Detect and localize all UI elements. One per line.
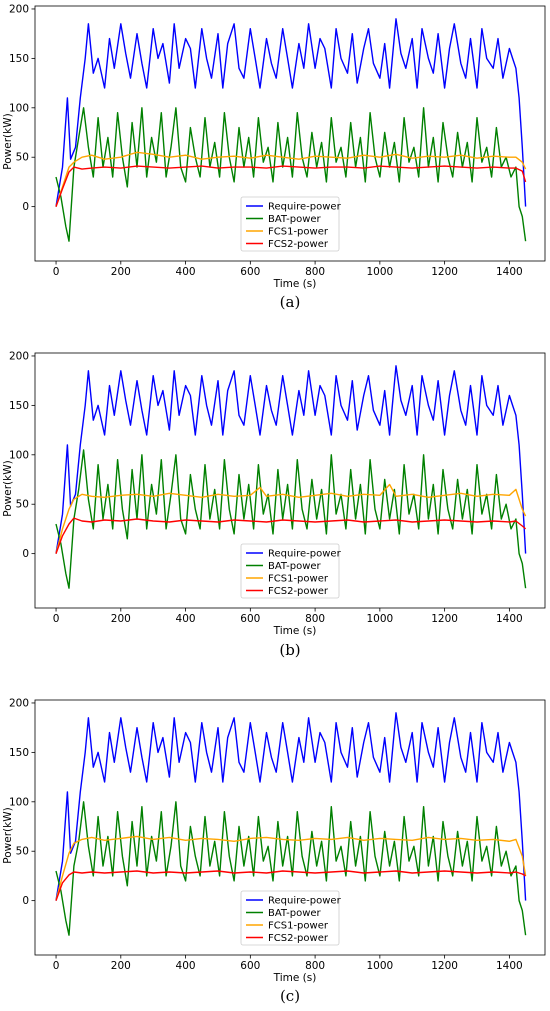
plot-frame	[34, 352, 546, 609]
series-line-fcs2-power	[55, 870, 526, 901]
x-tick-label: 1200	[431, 613, 458, 625]
y-tick-label: 100	[9, 449, 29, 461]
plot-frame	[34, 699, 546, 956]
x-tick-label: 200	[111, 960, 131, 972]
legend-entry: FCS1-power	[268, 574, 329, 585]
plot-frame	[34, 5, 546, 262]
y-axis-label: Power(kW)	[2, 113, 14, 169]
legend-box	[240, 890, 340, 946]
y-tick-label: 200	[9, 3, 29, 15]
y-tick-label: 200	[9, 350, 29, 362]
legend-box	[240, 543, 340, 599]
legend-entry: FCS1-power	[268, 227, 329, 238]
x-tick-label: 1200	[431, 960, 458, 972]
chart-panel: 0 200 400 600 800 1000 1200 1400 0 50 100 150 200 Tim…	[2, 3, 546, 311]
legend-entry: FCS2-power	[268, 239, 329, 250]
y-tick-label: 0	[22, 548, 29, 560]
y-tick-label: 50	[16, 152, 29, 164]
y-tick-label: 200	[9, 697, 29, 709]
series-line-fcs1-power	[55, 483, 527, 554]
legend-entry: Require-power	[268, 549, 342, 560]
y-tick-label: 150	[9, 747, 29, 759]
series-line-bat-power	[55, 449, 527, 589]
x-tick-label: 800	[305, 613, 325, 625]
x-tick-label: 400	[176, 613, 196, 625]
x-tick-label: 800	[305, 960, 325, 972]
series-line-fcs1-power	[55, 835, 527, 901]
series-line-fcs2-power	[55, 165, 527, 207]
series-line-fcs2-power	[55, 517, 527, 554]
x-tick-label: 1000	[366, 960, 393, 972]
x-tick-label: 1200	[431, 266, 458, 278]
legend-entry: Require-power	[268, 896, 342, 907]
panel-caption: (a)	[280, 293, 301, 311]
y-axis-label: Power(kW)	[2, 807, 14, 863]
x-axis-label: Time (s)	[273, 972, 317, 984]
x-tick-label: 1000	[366, 266, 393, 278]
x-tick-label: 600	[240, 266, 260, 278]
y-tick-label: 150	[9, 53, 29, 65]
x-tick-label: 0	[53, 960, 60, 972]
series-line-require-power	[55, 365, 527, 554]
x-tick-label: 200	[111, 613, 131, 625]
chart-panel: 0 200 400 600 800 1000 1200 1400 0 50 100 150 200 Tim…	[2, 697, 546, 1005]
x-tick-label: 200	[111, 266, 131, 278]
x-tick-label: 800	[305, 266, 325, 278]
y-tick-label: 50	[16, 499, 29, 511]
x-tick-label: 1000	[366, 613, 393, 625]
legend-entry: BAT-power	[268, 908, 322, 919]
y-tick-label: 50	[16, 846, 29, 858]
x-axis-label: Time (s)	[273, 278, 317, 290]
y-tick-label: 0	[22, 895, 29, 907]
legend-box	[240, 196, 340, 252]
legend-entry: FCS2-power	[268, 933, 329, 944]
series-line-fcs1-power	[55, 151, 527, 207]
series-line-require-power	[55, 712, 527, 901]
series-line-require-power	[55, 18, 527, 207]
legend-entry: BAT-power	[268, 561, 322, 572]
y-tick-label: 0	[22, 201, 29, 213]
x-tick-label: 1400	[496, 266, 523, 278]
x-tick-label: 600	[240, 960, 260, 972]
x-tick-label: 0	[53, 613, 60, 625]
panel-caption: (c)	[280, 987, 300, 1005]
legend-entry: FCS1-power	[268, 921, 329, 932]
y-tick-label: 100	[9, 102, 29, 114]
x-tick-label: 1400	[496, 960, 523, 972]
legend-entry: FCS2-power	[268, 586, 329, 597]
x-tick-label: 600	[240, 613, 260, 625]
legend-entry: BAT-power	[268, 214, 322, 225]
y-tick-label: 150	[9, 400, 29, 412]
chart-panel: 0 200 400 600 800 1000 1200 1400 0 50 100 150 200 Tim…	[2, 350, 546, 659]
series-line-bat-power	[55, 107, 527, 242]
y-tick-label: 100	[9, 796, 29, 808]
x-tick-label: 400	[176, 266, 196, 278]
y-axis-label: Power(kW)	[2, 460, 14, 516]
legend-entry: Require-power	[268, 202, 342, 213]
x-axis-label: Time (s)	[273, 625, 317, 637]
x-tick-label: 0	[53, 266, 60, 278]
panel-caption: (b)	[279, 641, 300, 659]
x-tick-label: 1400	[496, 613, 523, 625]
x-tick-label: 400	[176, 960, 196, 972]
